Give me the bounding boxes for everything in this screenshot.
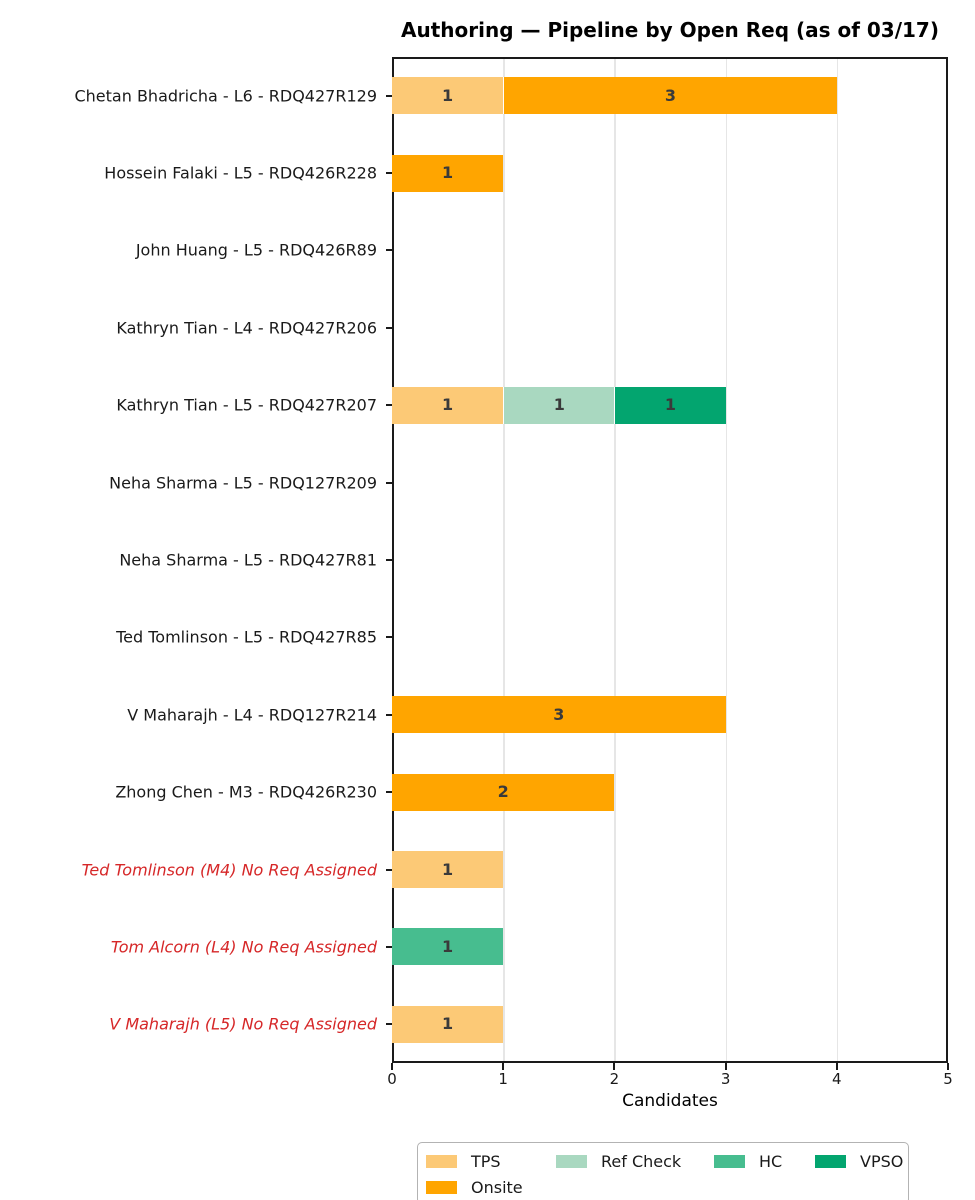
- bar-row: 2: [392, 773, 615, 811]
- segment-value-label: 1: [664, 395, 677, 415]
- y-tick-mark: [386, 868, 392, 871]
- bar-row: 1: [392, 851, 504, 889]
- bar-segment-onsite: 3: [392, 696, 726, 734]
- y-tick-label: Kathryn Tian - L5 - RDQ427R207: [116, 395, 377, 415]
- x-tick-label: 0: [387, 1070, 397, 1088]
- legend-item-tps: TPS: [426, 1151, 501, 1171]
- bar-row: 1: [392, 928, 504, 966]
- y-tick-mark: [386, 481, 392, 484]
- x-tick-mark: [835, 1063, 838, 1070]
- x-tick-label: 1: [498, 1070, 508, 1088]
- bar-row: 3: [392, 696, 726, 734]
- segment-value-label: 1: [553, 395, 565, 415]
- segment-value-label: 1: [442, 1014, 454, 1034]
- segment-value-label: 1: [442, 85, 454, 105]
- legend-swatch: [815, 1154, 846, 1168]
- legend-swatch: [426, 1154, 457, 1168]
- legend-label: TPS: [471, 1151, 501, 1171]
- y-tick-label: Ted Tomlinson (M4) No Req Assigned: [81, 860, 377, 880]
- y-tick-label: Neha Sharma - L5 - RDQ127R209: [109, 473, 377, 493]
- bar-segment-onsite: 3: [503, 77, 837, 115]
- bar-segment-tps: 1: [392, 1005, 504, 1043]
- y-tick-mark: [386, 1023, 392, 1026]
- y-tick-mark: [386, 945, 392, 948]
- segment-value-label: 1: [442, 395, 454, 415]
- y-tick-mark: [386, 326, 392, 329]
- y-tick-mark: [386, 94, 392, 97]
- y-tick-label: Ted Tomlinson - L5 - RDQ427R85: [116, 627, 377, 647]
- legend: TPS Ref Check HC VPSO Onsite: [417, 1142, 909, 1200]
- x-tick-label: 3: [720, 1070, 731, 1088]
- bar-row: 1 1 1: [392, 386, 726, 424]
- legend-swatch: [714, 1154, 745, 1168]
- y-tick-mark: [386, 636, 392, 639]
- bar-segment-onsite: 1: [392, 154, 504, 192]
- x-tick-label: 5: [943, 1070, 953, 1088]
- segment-value-label: 3: [664, 85, 677, 105]
- segment-value-label: 1: [442, 936, 454, 956]
- legend-label: HC: [759, 1151, 783, 1171]
- x-tick-mark: [613, 1063, 616, 1070]
- bar-segment-onsite: 2: [392, 773, 615, 811]
- legend-swatch: [426, 1180, 457, 1194]
- y-tick-label: Tom Alcorn (L4) No Req Assigned: [110, 937, 377, 957]
- y-tick-mark: [386, 172, 392, 175]
- y-tick-label: Neha Sharma - L5 - RDQ427R81: [119, 550, 377, 570]
- legend-item-vpso: VPSO: [815, 1151, 904, 1171]
- legend-label: Ref Check: [601, 1151, 682, 1171]
- gridline-x-1: [503, 59, 505, 1061]
- bar-segment-tps: 1: [392, 77, 504, 115]
- segment-value-label: 2: [497, 782, 509, 802]
- y-tick-mark: [386, 713, 392, 716]
- segment-value-label: 1: [442, 859, 454, 879]
- legend-item-onsite: Onsite: [426, 1177, 523, 1197]
- y-tick-label: John Huang - L5 - RDQ426R89: [135, 240, 377, 260]
- bar-segment-tps: 1: [392, 386, 504, 424]
- y-tick-mark: [386, 249, 392, 252]
- chart-title: Authoring — Pipeline by Open Req (as of …: [401, 18, 939, 42]
- legend-swatch: [556, 1154, 587, 1168]
- bar-segment-hc: 1: [392, 928, 504, 966]
- bar-segment-tps: 1: [392, 851, 504, 889]
- y-tick-label: Kathryn Tian - L4 - RDQ427R206: [116, 318, 377, 338]
- x-axis-label: Candidates: [622, 1091, 718, 1111]
- gridline-x-2: [614, 59, 616, 1061]
- bar-row: 1: [392, 1005, 504, 1043]
- x-tick-label: 4: [832, 1070, 842, 1088]
- gridline-x-3: [725, 59, 727, 1061]
- y-tick-mark: [386, 559, 392, 561]
- y-tick-label: Zhong Chen - M3 - RDQ426R230: [115, 782, 377, 802]
- legend-label: Onsite: [471, 1177, 523, 1197]
- y-tick-label: Chetan Bhadricha - L6 - RDQ427R129: [74, 86, 377, 106]
- gridline-x-4: [836, 59, 839, 1061]
- segment-value-label: 1: [442, 163, 454, 183]
- x-tick-mark: [502, 1063, 505, 1070]
- legend-label: VPSO: [860, 1151, 904, 1171]
- x-tick-label: 2: [609, 1070, 620, 1088]
- y-tick-mark: [386, 791, 392, 794]
- x-tick-mark: [947, 1063, 949, 1070]
- bar-row: 1: [392, 154, 504, 192]
- segment-value-label: 3: [553, 704, 565, 724]
- bar-segment-ref-check: 1: [503, 386, 615, 424]
- y-tick-label: V Maharajh (L5) No Req Assigned: [109, 1014, 377, 1034]
- y-tick-label: V Maharajh - L4 - RDQ127R214: [127, 705, 377, 725]
- x-tick-mark: [391, 1063, 393, 1070]
- y-tick-mark: [386, 404, 392, 407]
- bar-segment-vpso: 1: [614, 386, 726, 424]
- legend-item-ref-check: Ref Check: [556, 1151, 682, 1171]
- x-tick-mark: [724, 1063, 727, 1070]
- y-tick-label: Hossein Falaki - L5 - RDQ426R228: [104, 163, 377, 183]
- legend-item-hc: HC: [714, 1151, 783, 1171]
